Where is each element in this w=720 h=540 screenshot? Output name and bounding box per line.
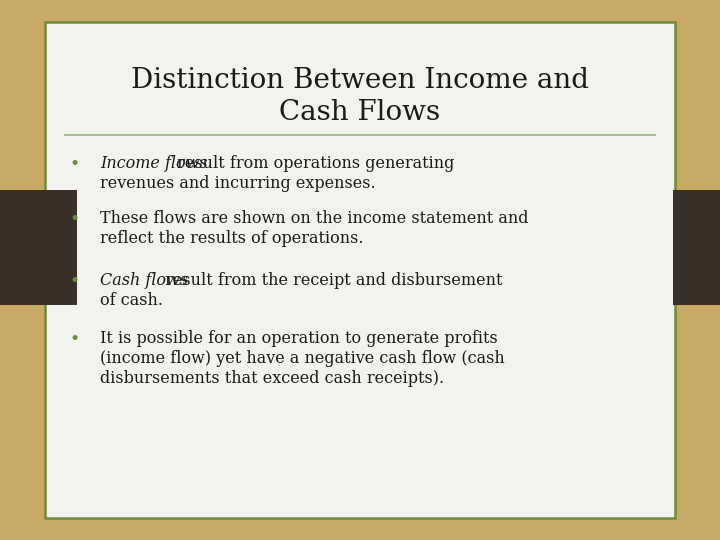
Text: (income flow) yet have a negative cash flow (cash: (income flow) yet have a negative cash f… xyxy=(100,350,505,367)
Text: Distinction Between Income and: Distinction Between Income and xyxy=(131,66,589,93)
Text: reflect the results of operations.: reflect the results of operations. xyxy=(100,230,364,247)
Text: disbursements that exceed cash receipts).: disbursements that exceed cash receipts)… xyxy=(100,370,444,387)
Text: Cash flows: Cash flows xyxy=(100,272,188,289)
Text: result from the receipt and disbursement: result from the receipt and disbursement xyxy=(160,272,503,289)
FancyBboxPatch shape xyxy=(0,190,77,305)
Text: These flows are shown on the income statement and: These flows are shown on the income stat… xyxy=(100,210,528,227)
Text: of cash.: of cash. xyxy=(100,292,163,309)
FancyBboxPatch shape xyxy=(45,22,675,518)
Text: •: • xyxy=(70,330,80,348)
Text: It is possible for an operation to generate profits: It is possible for an operation to gener… xyxy=(100,330,498,347)
FancyBboxPatch shape xyxy=(673,190,720,305)
Text: revenues and incurring expenses.: revenues and incurring expenses. xyxy=(100,175,376,192)
Text: •: • xyxy=(70,210,80,228)
Text: •: • xyxy=(70,272,80,290)
Text: Income flows: Income flows xyxy=(100,155,207,172)
Text: Cash Flows: Cash Flows xyxy=(279,98,441,125)
Text: result from operations generating: result from operations generating xyxy=(172,155,454,172)
Text: •: • xyxy=(70,155,80,173)
